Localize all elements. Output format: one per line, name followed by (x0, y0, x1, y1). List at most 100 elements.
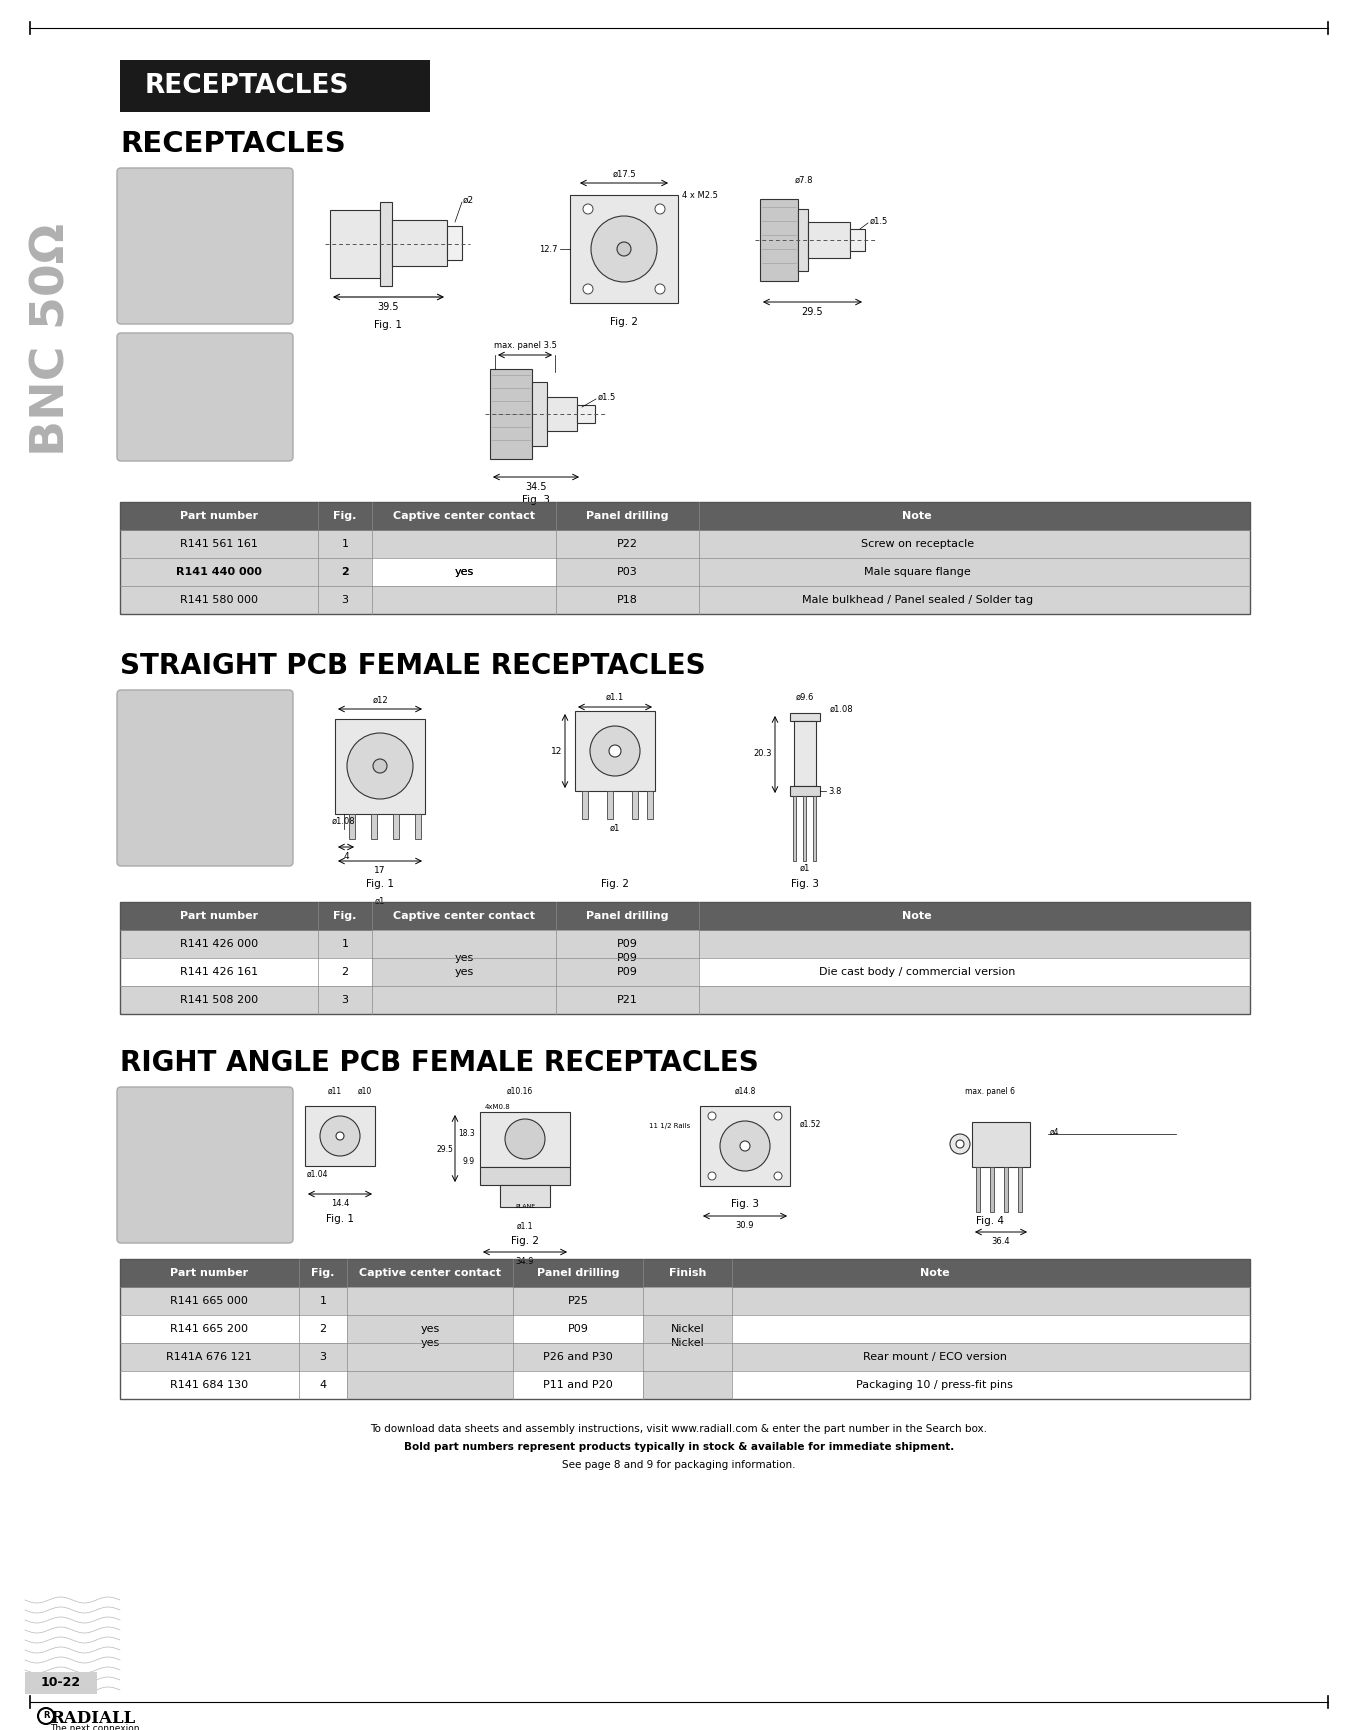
Circle shape (583, 204, 593, 215)
Text: 1: 1 (341, 939, 349, 950)
Text: ø12: ø12 (372, 695, 388, 706)
Text: P26 and P30: P26 and P30 (543, 1353, 612, 1362)
Text: yes: yes (455, 567, 474, 578)
Text: Rear mount / ECO version: Rear mount / ECO version (862, 1353, 1006, 1362)
Text: Nickel: Nickel (671, 1323, 705, 1334)
Circle shape (505, 1119, 545, 1159)
Text: ø1: ø1 (610, 823, 621, 834)
Text: R141A 676 121: R141A 676 121 (167, 1353, 253, 1362)
Text: R141 561 161: R141 561 161 (181, 540, 258, 548)
Circle shape (708, 1112, 716, 1119)
Text: R141 440 000: R141 440 000 (177, 567, 262, 578)
Bar (850, 228, 865, 251)
Circle shape (951, 1133, 970, 1154)
Text: Part number: Part number (179, 510, 258, 521)
Bar (349, 815, 354, 839)
Text: ø1: ø1 (800, 863, 811, 874)
Text: P18: P18 (617, 595, 638, 606)
Bar (607, 791, 612, 818)
Bar (1018, 1168, 1023, 1213)
Circle shape (608, 746, 621, 758)
Text: yes: yes (421, 1337, 440, 1348)
Text: R141 665 200: R141 665 200 (170, 1323, 249, 1334)
Bar (790, 713, 820, 721)
Bar (577, 405, 595, 424)
Text: R141 684 130: R141 684 130 (170, 1381, 249, 1389)
Text: yes: yes (455, 953, 474, 964)
Text: Fig. 3: Fig. 3 (731, 1199, 759, 1209)
Bar (380, 202, 392, 285)
Text: Fig. 2: Fig. 2 (511, 1235, 539, 1246)
Bar (574, 711, 655, 791)
Text: ø14.8: ø14.8 (735, 1086, 755, 1097)
Text: 3: 3 (341, 595, 349, 606)
Bar (799, 209, 808, 272)
Bar (972, 1123, 1029, 1168)
Bar (631, 791, 638, 818)
Circle shape (774, 1112, 782, 1119)
Text: Screw on receptacle: Screw on receptacle (861, 540, 974, 548)
Text: Fig. 4: Fig. 4 (976, 1216, 1004, 1227)
Text: 4: 4 (319, 1381, 326, 1389)
Text: 9.9: 9.9 (463, 1157, 475, 1166)
Bar (646, 791, 653, 818)
Text: P11 and P20: P11 and P20 (543, 1381, 612, 1389)
Text: 2: 2 (341, 567, 349, 578)
Bar (120, 1287, 1249, 1315)
Text: P09: P09 (568, 1323, 588, 1334)
Text: Captive center contact: Captive center contact (392, 912, 535, 920)
Text: ø17.5: ø17.5 (612, 170, 636, 178)
Text: ø1.5: ø1.5 (870, 216, 888, 225)
Text: Bold part numbers represent products typically in stock & available for immediat: Bold part numbers represent products typ… (403, 1443, 955, 1451)
Bar (479, 1168, 570, 1185)
Bar (120, 1315, 1249, 1342)
Text: Die cast body / commercial version: Die cast body / commercial version (819, 967, 1016, 977)
Text: 2: 2 (319, 1323, 326, 1334)
Circle shape (589, 727, 640, 777)
Text: max. panel 6: max. panel 6 (966, 1086, 1014, 1097)
Circle shape (591, 216, 657, 282)
Text: 18.3: 18.3 (458, 1130, 475, 1138)
Bar (500, 1185, 550, 1208)
Text: Note: Note (919, 1268, 949, 1278)
Text: Nickel: Nickel (671, 1337, 705, 1348)
Text: 29.5: 29.5 (801, 306, 823, 317)
Bar (490, 368, 532, 458)
Text: 4: 4 (344, 851, 349, 862)
Circle shape (320, 1116, 360, 1156)
Bar (392, 220, 447, 266)
Bar (120, 502, 1249, 614)
Bar (803, 796, 807, 862)
Bar (120, 586, 1249, 614)
Text: 2: 2 (341, 967, 349, 977)
Bar (570, 195, 678, 303)
Text: Note: Note (903, 510, 932, 521)
Bar (532, 382, 547, 446)
Text: max. panel 3.5: max. panel 3.5 (493, 341, 557, 349)
Bar (372, 931, 557, 986)
Text: Fig.: Fig. (311, 1268, 334, 1278)
Bar (120, 901, 1249, 931)
Text: ø1.5: ø1.5 (598, 393, 617, 401)
Circle shape (335, 1131, 344, 1140)
Bar (416, 815, 421, 839)
Text: P09: P09 (617, 953, 638, 964)
Text: ø1.52: ø1.52 (800, 1119, 822, 1128)
Text: P21: P21 (617, 995, 638, 1005)
Circle shape (740, 1142, 750, 1150)
Circle shape (774, 1171, 782, 1180)
Text: 34.5: 34.5 (526, 483, 547, 491)
Text: Male square flange: Male square flange (864, 567, 971, 578)
Bar (120, 986, 1249, 1014)
Text: P09: P09 (617, 939, 638, 950)
Bar (699, 1105, 790, 1187)
Text: Captive center contact: Captive center contact (359, 1268, 501, 1278)
Text: Packaging 10 / press-fit pins: Packaging 10 / press-fit pins (857, 1381, 1013, 1389)
Bar (120, 1259, 1249, 1400)
Circle shape (617, 242, 631, 256)
Text: Fig.: Fig. (333, 510, 357, 521)
Text: 3: 3 (319, 1353, 326, 1362)
Bar (120, 1370, 1249, 1400)
Text: 3.8: 3.8 (828, 787, 842, 796)
Circle shape (373, 759, 387, 773)
